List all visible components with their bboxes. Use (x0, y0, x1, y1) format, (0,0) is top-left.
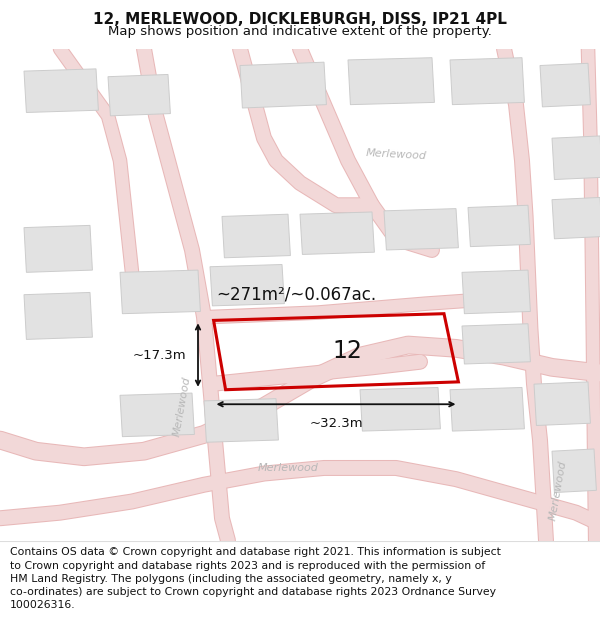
Text: Merlewood: Merlewood (365, 148, 427, 161)
Polygon shape (462, 270, 530, 314)
Polygon shape (534, 382, 590, 426)
Text: ~17.3m: ~17.3m (133, 349, 186, 361)
Polygon shape (120, 393, 194, 437)
Polygon shape (450, 58, 524, 104)
Polygon shape (552, 449, 596, 493)
Polygon shape (24, 292, 92, 339)
Polygon shape (222, 214, 290, 258)
Polygon shape (300, 212, 374, 254)
Polygon shape (552, 198, 600, 239)
Polygon shape (108, 74, 170, 116)
Polygon shape (24, 69, 98, 112)
Polygon shape (120, 270, 200, 314)
Polygon shape (24, 226, 92, 272)
Polygon shape (240, 62, 326, 108)
Polygon shape (450, 388, 524, 431)
Polygon shape (210, 264, 284, 306)
Text: Merlewood: Merlewood (172, 376, 193, 438)
Text: Contains OS data © Crown copyright and database right 2021. This information is : Contains OS data © Crown copyright and d… (10, 548, 501, 610)
Text: 12, MERLEWOOD, DICKLEBURGH, DISS, IP21 4PL: 12, MERLEWOOD, DICKLEBURGH, DISS, IP21 4… (93, 12, 507, 27)
Text: ~271m²/~0.067ac.: ~271m²/~0.067ac. (216, 286, 376, 304)
Polygon shape (540, 63, 590, 107)
Polygon shape (384, 209, 458, 250)
Text: Merlewood: Merlewood (548, 459, 568, 521)
Text: Map shows position and indicative extent of the property.: Map shows position and indicative extent… (108, 25, 492, 38)
Text: Merlewood: Merlewood (257, 463, 319, 473)
Polygon shape (462, 324, 530, 364)
Polygon shape (552, 136, 600, 179)
Text: ~32.3m: ~32.3m (309, 416, 363, 429)
Polygon shape (204, 399, 278, 442)
Polygon shape (468, 205, 530, 247)
Text: 12: 12 (332, 339, 362, 363)
Polygon shape (348, 58, 434, 104)
Polygon shape (360, 388, 440, 431)
